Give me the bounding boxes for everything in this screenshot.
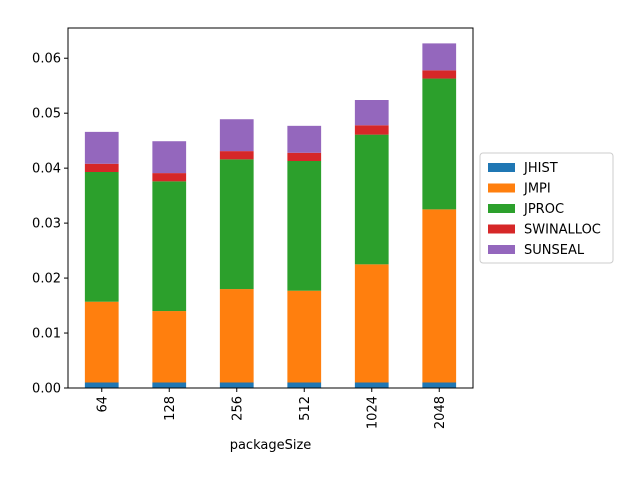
bar-jhist-1024 — [354, 382, 389, 388]
legend-frame — [479, 152, 614, 264]
x-tick-label: 128 — [163, 396, 178, 421]
plot-frame — [67, 27, 474, 389]
x-tick-label: 256 — [230, 396, 245, 421]
bar-jproc-128 — [152, 181, 187, 312]
bar-jproc-512 — [287, 161, 322, 291]
y-tick-label: 0.05 — [32, 107, 61, 122]
bar-swinalloc-128 — [152, 173, 187, 182]
legend-swatch-jproc — [488, 204, 515, 213]
legend-swatch-swinalloc — [488, 224, 515, 234]
bar-jhist-64 — [84, 382, 119, 388]
bar-jproc-2048 — [422, 78, 457, 210]
bar-jhist-512 — [287, 382, 322, 388]
x-tick-label: 64 — [95, 396, 110, 413]
bars-layer — [84, 43, 457, 388]
legend-label-swinalloc: SWINALLOC — [524, 223, 601, 238]
bar-sunseal-512 — [287, 125, 322, 153]
bar-jproc-1024 — [354, 134, 389, 265]
legend-label-jmpi: JMPI — [523, 182, 551, 197]
bar-sunseal-2048 — [422, 43, 457, 71]
bar-jmpi-1024 — [354, 264, 389, 383]
legend-swatch-jhist — [488, 163, 515, 172]
bar-jmpi-256 — [219, 289, 254, 383]
legend-swatch-sunseal — [488, 245, 515, 254]
x-tick-label: 2048 — [433, 396, 448, 429]
bar-swinalloc-64 — [84, 163, 119, 172]
y-tick-label: 0.04 — [32, 162, 61, 177]
y-tick-label: 0.03 — [32, 217, 61, 232]
bar-jmpi-2048 — [422, 209, 457, 383]
y-tick-label: 0.01 — [32, 327, 61, 342]
bar-jhist-256 — [219, 382, 254, 388]
x-tick-label: 512 — [298, 396, 313, 421]
bar-jproc-256 — [219, 159, 254, 290]
bar-swinalloc-2048 — [422, 70, 457, 79]
bar-sunseal-256 — [219, 119, 254, 152]
bar-swinalloc-512 — [287, 152, 322, 162]
bar-jhist-2048 — [422, 382, 457, 388]
y-tick-label: 0.02 — [32, 272, 61, 287]
bar-sunseal-1024 — [354, 100, 389, 126]
bar-swinalloc-1024 — [354, 125, 389, 135]
y-tick-label: 0.06 — [32, 52, 61, 67]
legend-label-jproc: JPROC — [523, 202, 564, 217]
x-tick-label: 1024 — [365, 396, 380, 429]
bar-sunseal-128 — [152, 141, 187, 174]
legend-label-jhist: JHIST — [523, 161, 558, 176]
bar-jmpi-64 — [84, 301, 119, 383]
legend: JHIST JMPI JPROC SWINALLOC SUNSEAL — [479, 152, 614, 264]
bar-jhist-128 — [152, 382, 187, 388]
x-axis-label: packageSize — [230, 438, 312, 453]
bar-jmpi-128 — [152, 311, 187, 383]
legend-swatch-jmpi — [488, 183, 515, 193]
bar-jmpi-512 — [287, 290, 322, 383]
x-axis: 64 128 256 512 1024 2048 — [95, 388, 448, 429]
y-tick-label: 0.00 — [32, 382, 61, 397]
legend-label-sunseal: SUNSEAL — [524, 243, 585, 258]
bar-jproc-64 — [84, 172, 119, 302]
y-axis: 0.00 0.01 0.02 0.03 0.04 0.05 0.06 — [32, 52, 68, 397]
bar-swinalloc-256 — [219, 151, 254, 160]
bar-sunseal-64 — [84, 131, 119, 164]
